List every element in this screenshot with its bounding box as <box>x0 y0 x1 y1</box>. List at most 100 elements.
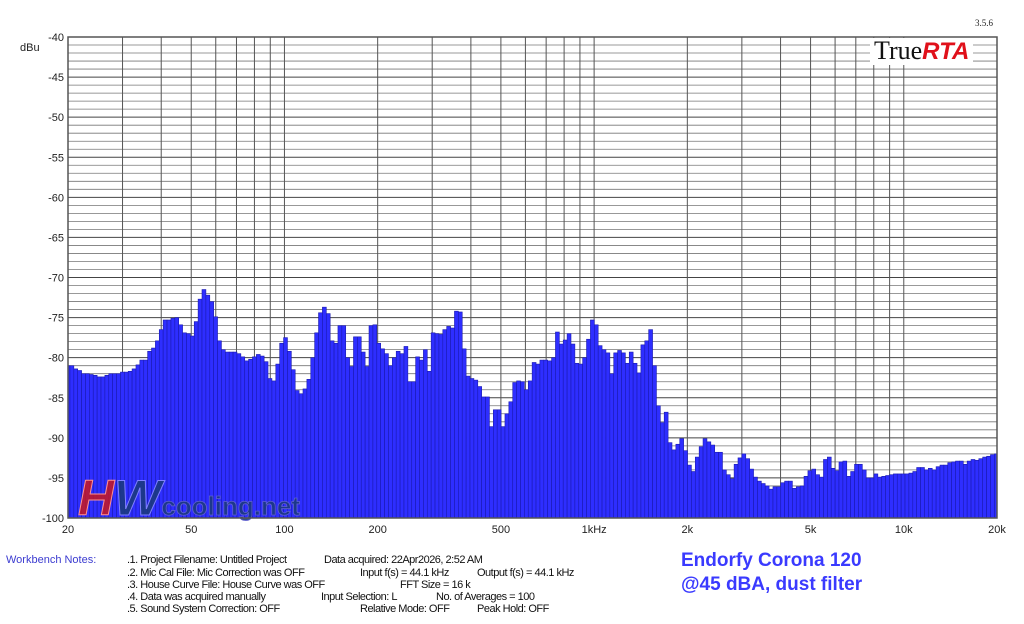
spectrum-bar <box>582 357 587 519</box>
y-tick-label: -75 <box>48 313 64 325</box>
note-acquired-manually: .4. Data was acquired manually <box>127 591 266 603</box>
spectrum-bar <box>446 326 451 519</box>
spectrum-bar <box>617 350 622 519</box>
y-tick-label: -50 <box>48 112 64 124</box>
spectrum-bar <box>337 325 343 519</box>
spectrum-bar <box>310 357 315 519</box>
spectrum-bar <box>625 362 630 519</box>
spectrum-bar <box>726 474 731 519</box>
spectrum-bar <box>698 446 704 519</box>
spectrum-bar <box>454 310 459 519</box>
note-input-selection: Input Selection: L <box>321 591 398 603</box>
spectrum-bar <box>924 469 929 519</box>
spectrum-bar <box>512 382 517 519</box>
x-tick-label: 20k <box>988 524 1006 536</box>
spectrum-bar <box>722 469 727 519</box>
note-sound-system-correction: .5. Sound System Correction: OFF <box>127 603 280 615</box>
spectrum-bar <box>302 388 308 519</box>
spectrum-bar <box>543 359 548 519</box>
spectrum-bar <box>640 344 646 519</box>
spectrum-bar <box>706 441 712 519</box>
spectrum-bar <box>660 422 665 519</box>
spectrum-bar <box>349 366 354 519</box>
spectrum-bar <box>504 413 510 519</box>
spectrum-bar <box>547 360 552 519</box>
y-tick-label: -45 <box>48 72 64 84</box>
spectrum-bar <box>357 336 362 519</box>
spectrum-bar <box>345 357 350 519</box>
spectrum-bar <box>908 472 914 519</box>
spectrum-bar <box>974 459 980 519</box>
spectrum-bar <box>663 411 669 519</box>
spectrum-bar <box>656 405 661 519</box>
spectrum-bar <box>314 332 319 519</box>
spectrum-bar <box>574 362 580 519</box>
spectrum-bar <box>749 468 754 519</box>
spectrum-bar <box>493 409 498 519</box>
spectrum-bar <box>430 332 436 519</box>
spectrum-bar <box>819 476 824 519</box>
spectrum-bar <box>473 379 479 519</box>
spectrum-bar <box>916 467 921 519</box>
y-tick-label: -40 <box>48 32 64 44</box>
note-peak-hold: Peak Hold: OFF <box>477 603 549 615</box>
spectrum-bar <box>376 342 381 519</box>
spectrum-bar <box>419 359 424 519</box>
spectrum-bar <box>943 464 949 519</box>
y-tick-label: -55 <box>48 152 64 164</box>
spectrum-bar <box>399 353 405 519</box>
spectrum-bar <box>761 483 766 519</box>
spectrum-bar <box>318 312 323 519</box>
spectrum-bar <box>329 340 335 519</box>
logo-h: H <box>78 470 115 526</box>
spectrum-bar <box>628 351 634 519</box>
x-axis-labels: 20 50 100 200 500 1kHz 2k 5k 10k 20k <box>62 524 1006 536</box>
x-tick-label: 500 <box>492 524 510 536</box>
spectrum-bar <box>729 478 735 519</box>
spectrum-bar <box>485 396 490 519</box>
spectrum-bar <box>652 365 657 519</box>
spectrum-bar <box>578 363 583 519</box>
spectrum-bar <box>508 401 514 519</box>
spectrum-bar <box>935 466 941 519</box>
spectrum-bar <box>407 381 413 519</box>
spectrum-bar <box>741 453 747 519</box>
spectrum-bar <box>325 313 331 519</box>
spectrum-bar <box>889 474 894 519</box>
spectrum-bar <box>384 353 389 519</box>
spectrum-bar <box>714 451 719 519</box>
spectrum-bar <box>893 473 898 519</box>
y-tick-label: -65 <box>48 232 64 244</box>
spectrum-bar <box>687 464 692 519</box>
spectrum-bar <box>788 480 793 519</box>
note-relative-mode: Relative Mode: OFF <box>360 603 450 615</box>
plot-frame <box>67 36 998 519</box>
spectrum-bar <box>955 460 960 519</box>
spectrum-bar <box>586 338 591 519</box>
x-tick-label: 200 <box>368 524 386 536</box>
workbench-notes-label: Workbench Notes: <box>6 554 97 566</box>
spectrum-bar <box>982 456 987 519</box>
spectrum-bar <box>648 329 653 519</box>
spectrum-bar <box>710 444 716 519</box>
spectrum-bar <box>854 463 859 519</box>
spectrum-bar <box>364 366 370 519</box>
spectrum-bar <box>605 352 611 519</box>
spectrum-bar <box>757 480 762 519</box>
spectrum-bar <box>593 324 599 519</box>
truerta-logo: TrueRTA <box>870 38 974 65</box>
note-input-fs: Input f(s) = 44.1 kHz <box>360 567 449 579</box>
spectrum-bar <box>694 456 700 519</box>
spectrum-bar <box>392 357 397 519</box>
spectrum-bar <box>764 485 770 519</box>
y-tick-label: -95 <box>48 473 64 485</box>
spectrum-bar <box>520 381 525 519</box>
y-axis-unit: dBu <box>20 42 40 54</box>
spectrum-bar <box>784 480 789 519</box>
spectrum-bar <box>745 458 750 519</box>
spectrum-bar <box>644 340 649 519</box>
spectrum-bar <box>718 451 723 519</box>
spectrum-bar <box>601 349 607 519</box>
spectrum-bar <box>865 477 871 519</box>
spectrum-bar <box>912 471 917 519</box>
